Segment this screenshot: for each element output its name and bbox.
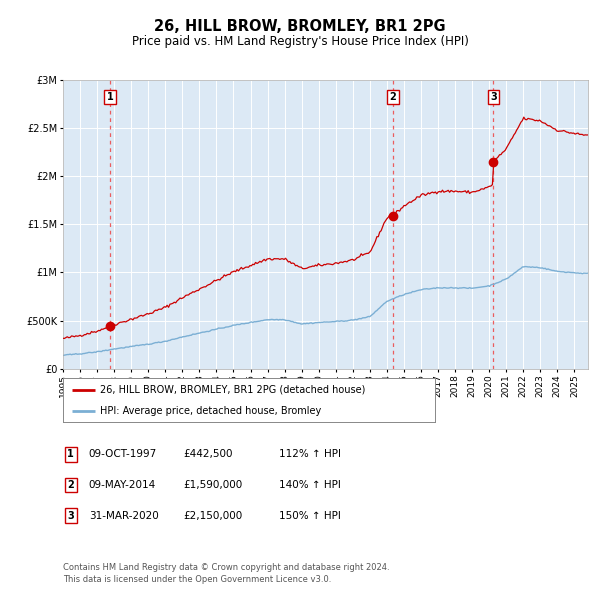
- Text: 31-MAR-2020: 31-MAR-2020: [89, 511, 158, 520]
- Text: 3: 3: [67, 511, 74, 520]
- Text: Contains HM Land Registry data © Crown copyright and database right 2024.
This d: Contains HM Land Registry data © Crown c…: [63, 563, 389, 584]
- Text: 1: 1: [107, 92, 113, 102]
- Text: 09-OCT-1997: 09-OCT-1997: [89, 450, 157, 459]
- Text: £1,590,000: £1,590,000: [183, 480, 242, 490]
- Text: £2,150,000: £2,150,000: [183, 511, 242, 520]
- Text: 150% ↑ HPI: 150% ↑ HPI: [279, 511, 341, 520]
- Text: £442,500: £442,500: [183, 450, 233, 459]
- Text: 26, HILL BROW, BROMLEY, BR1 2PG (detached house): 26, HILL BROW, BROMLEY, BR1 2PG (detache…: [100, 385, 365, 395]
- Text: 140% ↑ HPI: 140% ↑ HPI: [279, 480, 341, 490]
- Text: 2: 2: [67, 480, 74, 490]
- Text: 2: 2: [389, 92, 397, 102]
- Text: Price paid vs. HM Land Registry's House Price Index (HPI): Price paid vs. HM Land Registry's House …: [131, 35, 469, 48]
- Text: HPI: Average price, detached house, Bromley: HPI: Average price, detached house, Brom…: [100, 406, 322, 416]
- Text: 09-MAY-2014: 09-MAY-2014: [89, 480, 156, 490]
- Text: 112% ↑ HPI: 112% ↑ HPI: [279, 450, 341, 459]
- Text: 26, HILL BROW, BROMLEY, BR1 2PG: 26, HILL BROW, BROMLEY, BR1 2PG: [154, 19, 446, 34]
- Text: 3: 3: [490, 92, 497, 102]
- Text: 1: 1: [67, 450, 74, 459]
